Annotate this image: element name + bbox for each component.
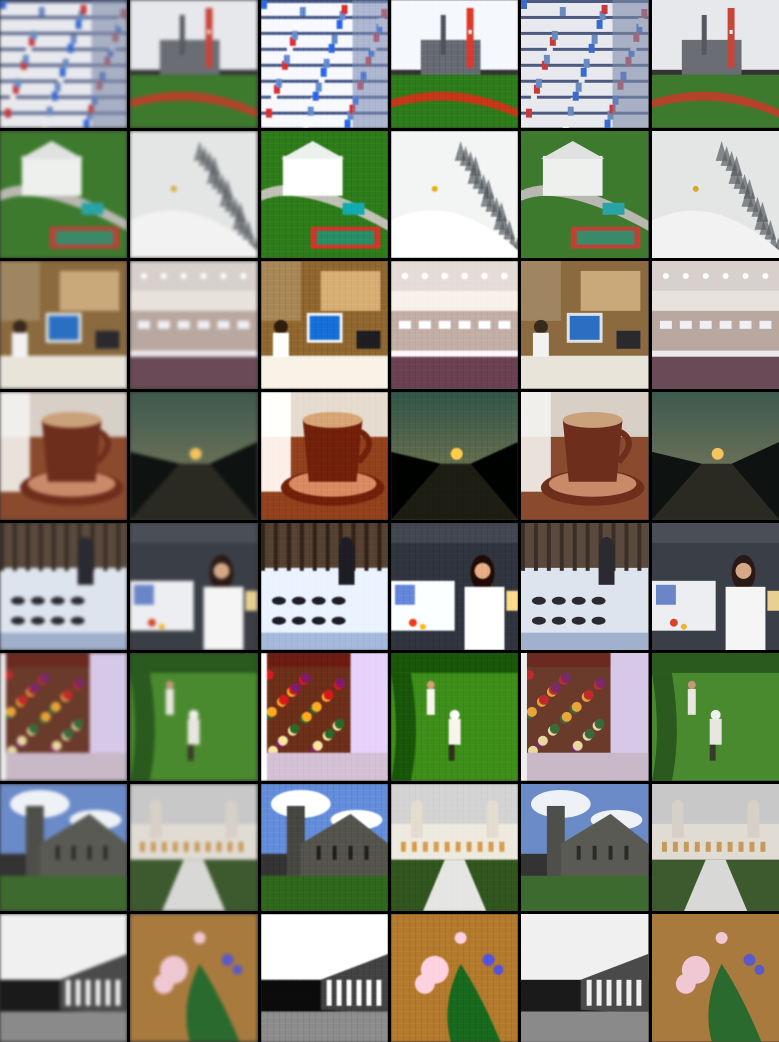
power-plant-ballfield-image [391,0,519,128]
bw-arcade-building-image [0,914,128,1042]
palace-courtyard-image [391,783,519,912]
woman-printer-lab-image [651,522,779,651]
office-computer-desk-image [0,261,128,389]
conference-hall-image [651,261,779,389]
tile-lawn-gardeners-ground-truth [651,653,779,781]
lawn-gardeners-image [391,653,519,781]
power-plant-ballfield-image [651,0,779,128]
tile-sled-dog-team-reconstructed [260,522,388,651]
tile-pink-flowers-reconstructed [391,914,519,1042]
tile-latte-cup-ground-truth [521,391,649,520]
tile-sunset-valley-low-resolution [130,391,258,520]
pink-flowers-image [651,914,779,1042]
tile-palace-courtyard-low-resolution [130,783,258,912]
market-stall-image [0,653,128,781]
pink-flowers-image [391,914,519,1042]
tile-latte-cup-reconstructed [260,391,388,520]
tile-lawn-gardeners-reconstructed [391,653,519,781]
woman-printer-lab-image [391,522,519,651]
bw-arcade-building-image [521,914,649,1042]
latte-cup-image [0,391,128,520]
market-stall-image [521,653,649,781]
snowy-ski-slope-image [391,130,519,259]
pink-flowers-image [130,914,258,1042]
tile-pink-flowers-low-resolution [130,914,258,1042]
sunset-valley-image [130,391,258,520]
white-mansion-tennis-image [260,130,388,259]
tile-snowy-ski-slope-reconstructed [391,130,519,259]
tile-office-computer-desk-low-resolution [0,261,128,389]
lawn-gardeners-image [130,653,258,781]
lawn-gardeners-image [651,653,779,781]
tile-palace-courtyard-reconstructed [391,783,519,912]
tile-sled-dog-team-ground-truth [521,522,649,651]
tile-market-stall-low-resolution [0,653,128,781]
tile-power-plant-ballfield-low-resolution [130,0,258,128]
latte-cup-image [260,391,388,520]
tile-white-mansion-tennis-low-resolution [0,130,128,259]
tile-bw-arcade-building-low-resolution [0,914,128,1042]
sled-dog-team-image [0,522,128,651]
palace-courtyard-image [651,783,779,912]
tile-office-computer-desk-ground-truth [521,261,649,389]
bw-arcade-building-image [260,914,388,1042]
tile-office-computer-desk-reconstructed [260,261,388,389]
tile-snowy-ski-slope-low-resolution [130,130,258,259]
power-plant-ballfield-image [130,0,258,128]
conference-hall-image [130,261,258,389]
tile-stone-church-ground-truth [521,783,649,912]
sled-dog-team-image [521,522,649,651]
tile-woman-printer-lab-low-resolution [130,522,258,651]
tile-bw-arcade-building-reconstructed [260,914,388,1042]
tile-woman-printer-lab-reconstructed [391,522,519,651]
white-mansion-tennis-image [0,130,128,259]
tile-sled-dog-team-low-resolution [0,522,128,651]
tile-pharmacy-shelves-ground-truth [521,0,649,128]
tile-pharmacy-shelves-low-resolution [0,0,128,128]
tile-conference-hall-reconstructed [391,261,519,389]
tile-market-stall-ground-truth [521,653,649,781]
tile-white-mansion-tennis-reconstructed [260,130,388,259]
tile-latte-cup-low-resolution [0,391,128,520]
sled-dog-team-image [260,522,388,651]
tile-sunset-valley-ground-truth [651,391,779,520]
tile-market-stall-reconstructed [260,653,388,781]
sunset-valley-image [651,391,779,520]
tile-sunset-valley-reconstructed [391,391,519,520]
tile-snowy-ski-slope-ground-truth [651,130,779,259]
tile-stone-church-reconstructed [260,783,388,912]
tile-woman-printer-lab-ground-truth [651,522,779,651]
tile-pharmacy-shelves-reconstructed [260,0,388,128]
tile-power-plant-ballfield-reconstructed [391,0,519,128]
office-computer-desk-image [521,261,649,389]
latte-cup-image [521,391,649,520]
snowy-ski-slope-image [651,130,779,259]
conference-hall-image [391,261,519,389]
stone-church-image [260,783,388,912]
tile-bw-arcade-building-ground-truth [521,914,649,1042]
snowy-ski-slope-image [130,130,258,259]
stone-church-image [521,783,649,912]
tile-pink-flowers-ground-truth [651,914,779,1042]
pharmacy-shelves-image [0,0,128,128]
pharmacy-shelves-image [260,0,388,128]
stone-church-image [0,783,128,912]
tile-conference-hall-ground-truth [651,261,779,389]
tile-lawn-gardeners-low-resolution [130,653,258,781]
tile-power-plant-ballfield-ground-truth [651,0,779,128]
white-mansion-tennis-image [521,130,649,259]
tile-palace-courtyard-ground-truth [651,783,779,912]
woman-printer-lab-image [130,522,258,651]
market-stall-image [260,653,388,781]
tile-conference-hall-low-resolution [130,261,258,389]
pharmacy-shelves-image [521,0,649,128]
tile-stone-church-low-resolution [0,783,128,912]
sunset-valley-image [391,391,519,520]
tile-white-mansion-tennis-ground-truth [521,130,649,259]
palace-courtyard-image [130,783,258,912]
office-computer-desk-image [260,261,388,389]
